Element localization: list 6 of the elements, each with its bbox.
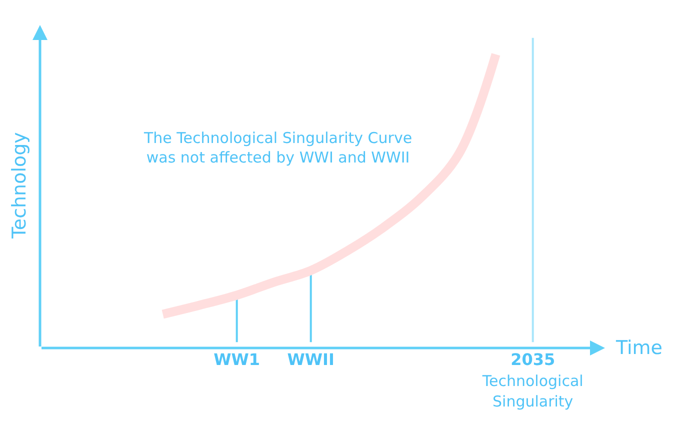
y-axis-title: Technology xyxy=(8,132,30,240)
x-tick-label: WWII xyxy=(287,350,334,369)
x-tick-label: 2035 Technological Singularity xyxy=(481,350,584,411)
x-tick-label: WW1 xyxy=(214,350,260,369)
annotation: The Technological Singularity Curve was not affected by WWI and WWII xyxy=(143,129,412,166)
x-axis-title: Time xyxy=(615,337,662,359)
